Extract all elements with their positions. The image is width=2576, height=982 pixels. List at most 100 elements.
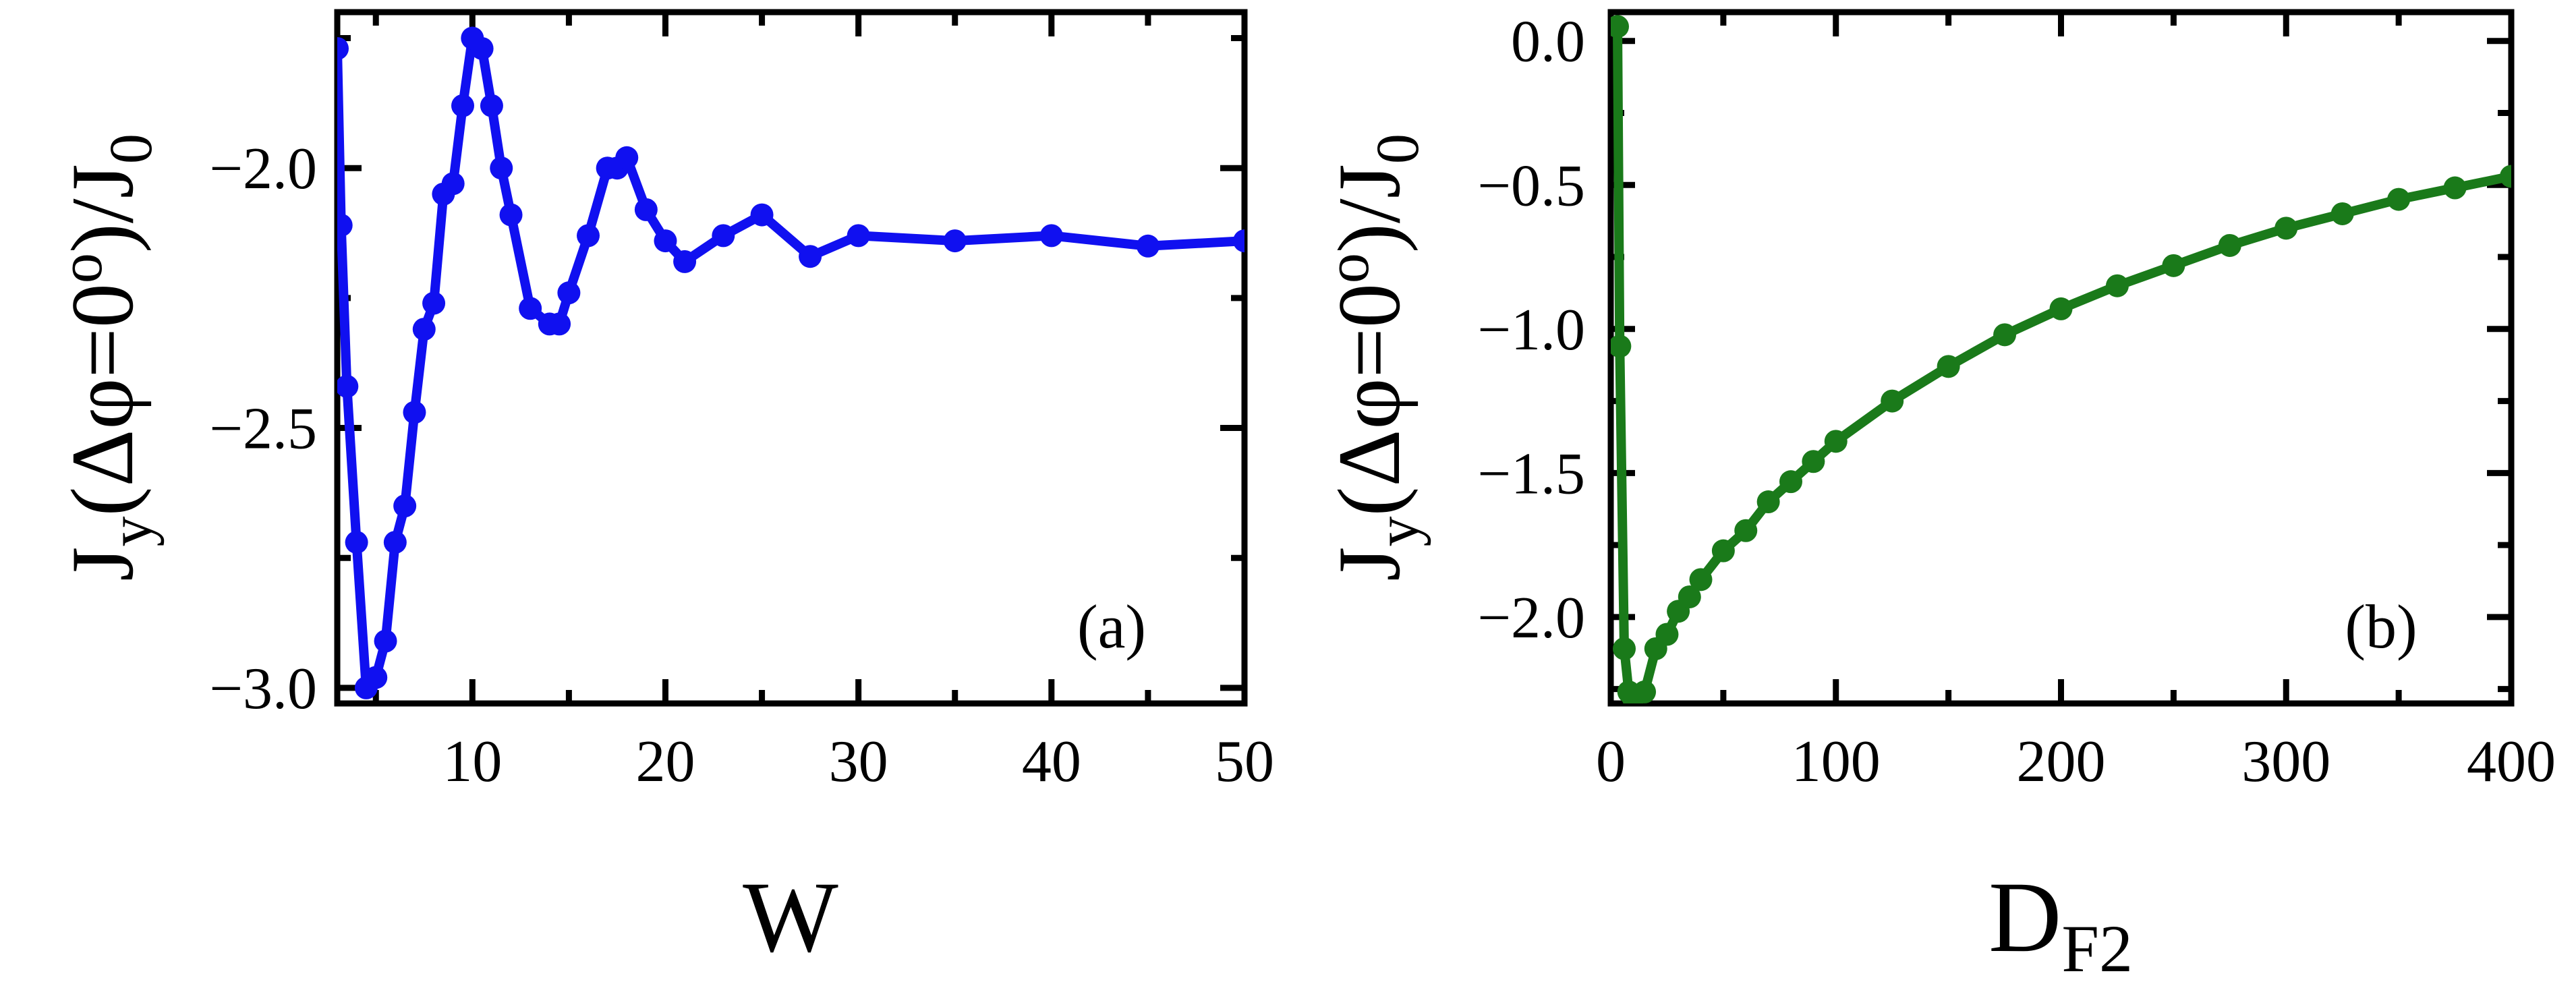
data-point — [673, 250, 697, 273]
data-point — [1611, 15, 1630, 38]
data-point — [2387, 187, 2411, 211]
panel-b-chart: 0 100 200 300 400 0.0 −0.5 −1.0 −1.5 −2.0 (b) DF2 Jy… — [1315, 9, 2556, 982]
y-tick-label: −2.5 — [209, 397, 317, 462]
data-point — [1136, 234, 1160, 258]
x-axis-title: W — [743, 861, 838, 973]
data-point — [943, 229, 967, 253]
y-axis-title-close: )/J — [53, 164, 152, 253]
y-axis-title-sub-0: 0 — [1365, 134, 1431, 164]
plot-frame — [334, 9, 1248, 707]
y-tick-label: −0.5 — [1477, 153, 1585, 219]
data-point — [1756, 490, 1780, 514]
data-point — [1655, 623, 1679, 646]
data-point — [1734, 519, 1758, 542]
data-point — [403, 401, 426, 424]
y-axis-title: Jy(Δφ=0o)/J0 — [1315, 134, 1431, 581]
data-point — [441, 172, 465, 196]
data-point — [634, 198, 658, 221]
y-axis-title-sub-y: y — [98, 517, 165, 547]
data-point — [2218, 233, 2241, 257]
data-point — [548, 312, 571, 336]
x-axis-title: DF2 — [1988, 861, 2133, 982]
x-tick-label: 30 — [829, 729, 888, 795]
y-axis-title-sub-0: 0 — [98, 134, 165, 164]
data-point — [2274, 216, 2298, 240]
data-point — [799, 245, 822, 268]
y-axis-title-J: J — [53, 547, 152, 581]
y-tick-label: −3.0 — [209, 656, 317, 722]
series-group — [1611, 15, 2511, 703]
series-group — [337, 26, 1244, 699]
y-tick-label: −1.0 — [1477, 297, 1585, 363]
data-point — [654, 229, 677, 253]
y-axis-title-body: (Δφ=0 — [1319, 283, 1419, 516]
data-point — [577, 224, 600, 248]
data-point — [2443, 176, 2467, 200]
data-point — [1937, 355, 1960, 378]
x-tick-label: 40 — [1022, 729, 1081, 795]
data-point — [1678, 585, 1701, 608]
x-tick-label: 10 — [442, 729, 502, 795]
data-point — [1039, 224, 1063, 248]
x-tick-label: 100 — [1792, 729, 1881, 795]
data-point — [383, 531, 407, 554]
y-axis-title-sup: o — [1315, 253, 1381, 283]
data-point — [337, 213, 353, 237]
y-axis-title-sub-y: y — [1365, 517, 1431, 547]
data-point — [490, 156, 513, 180]
y-axis-title-close: )/J — [1319, 164, 1419, 253]
data-point — [1233, 229, 1244, 253]
data-point — [519, 297, 542, 320]
y-tick-label: −2.0 — [1477, 585, 1585, 651]
y-tick-label: 0.0 — [1511, 9, 1585, 75]
data-point — [480, 94, 503, 117]
data-point — [2049, 297, 2073, 320]
data-point — [412, 318, 436, 341]
data-point — [1824, 430, 1848, 453]
data-point — [1613, 637, 1636, 660]
data-point — [2105, 274, 2129, 297]
y-tick-label: −2.0 — [209, 136, 317, 202]
x-tick-label: 200 — [2017, 729, 2106, 795]
data-point — [1633, 680, 1657, 703]
data-point — [393, 494, 417, 518]
data-point — [557, 281, 581, 305]
y-tick-label: −1.5 — [1477, 441, 1585, 507]
x-tick-label: 300 — [2241, 729, 2330, 795]
x-axis-title-text: W — [743, 861, 838, 973]
x-tick-label: 50 — [1215, 729, 1274, 795]
x-axis-title-sub: F2 — [2061, 911, 2133, 982]
data-point — [1611, 335, 1632, 358]
y-axis-title: Jy(Δφ=0o)/J0 — [48, 134, 165, 581]
data-point — [2330, 202, 2354, 225]
data-point — [615, 146, 639, 169]
data-point — [345, 531, 368, 554]
x-tick-label: 20 — [635, 729, 695, 795]
data-point — [847, 224, 870, 248]
data-point — [451, 94, 475, 117]
x-axis-title-main: D — [1988, 861, 2061, 973]
data-point — [2500, 165, 2511, 188]
data-point — [1711, 539, 1735, 562]
data-point — [499, 203, 523, 227]
y-axis-title-J: J — [1319, 547, 1419, 581]
data-point — [470, 36, 494, 60]
data-point — [1779, 470, 1802, 494]
data-point — [2162, 254, 2185, 277]
series-line — [337, 33, 1244, 693]
data-point — [1802, 450, 1825, 473]
panel-label: (b) — [2345, 592, 2417, 661]
data-point — [1881, 389, 1904, 413]
data-point — [337, 36, 349, 60]
data-point — [1689, 568, 1713, 591]
y-axis-title-sup: o — [48, 253, 115, 283]
data-point — [364, 666, 388, 689]
data-point — [1993, 323, 2017, 347]
panel-label: (a) — [1077, 592, 1146, 661]
data-point — [337, 374, 359, 398]
data-point — [750, 203, 774, 227]
y-axis-title-body: (Δφ=0 — [53, 283, 152, 516]
x-tick-label: 400 — [2467, 729, 2556, 795]
panel-a-chart: 10 20 30 40 50 −2.0 −2.5 −3.0 (a) W Jy(Δφ=0o)/J0 — [48, 9, 1274, 973]
